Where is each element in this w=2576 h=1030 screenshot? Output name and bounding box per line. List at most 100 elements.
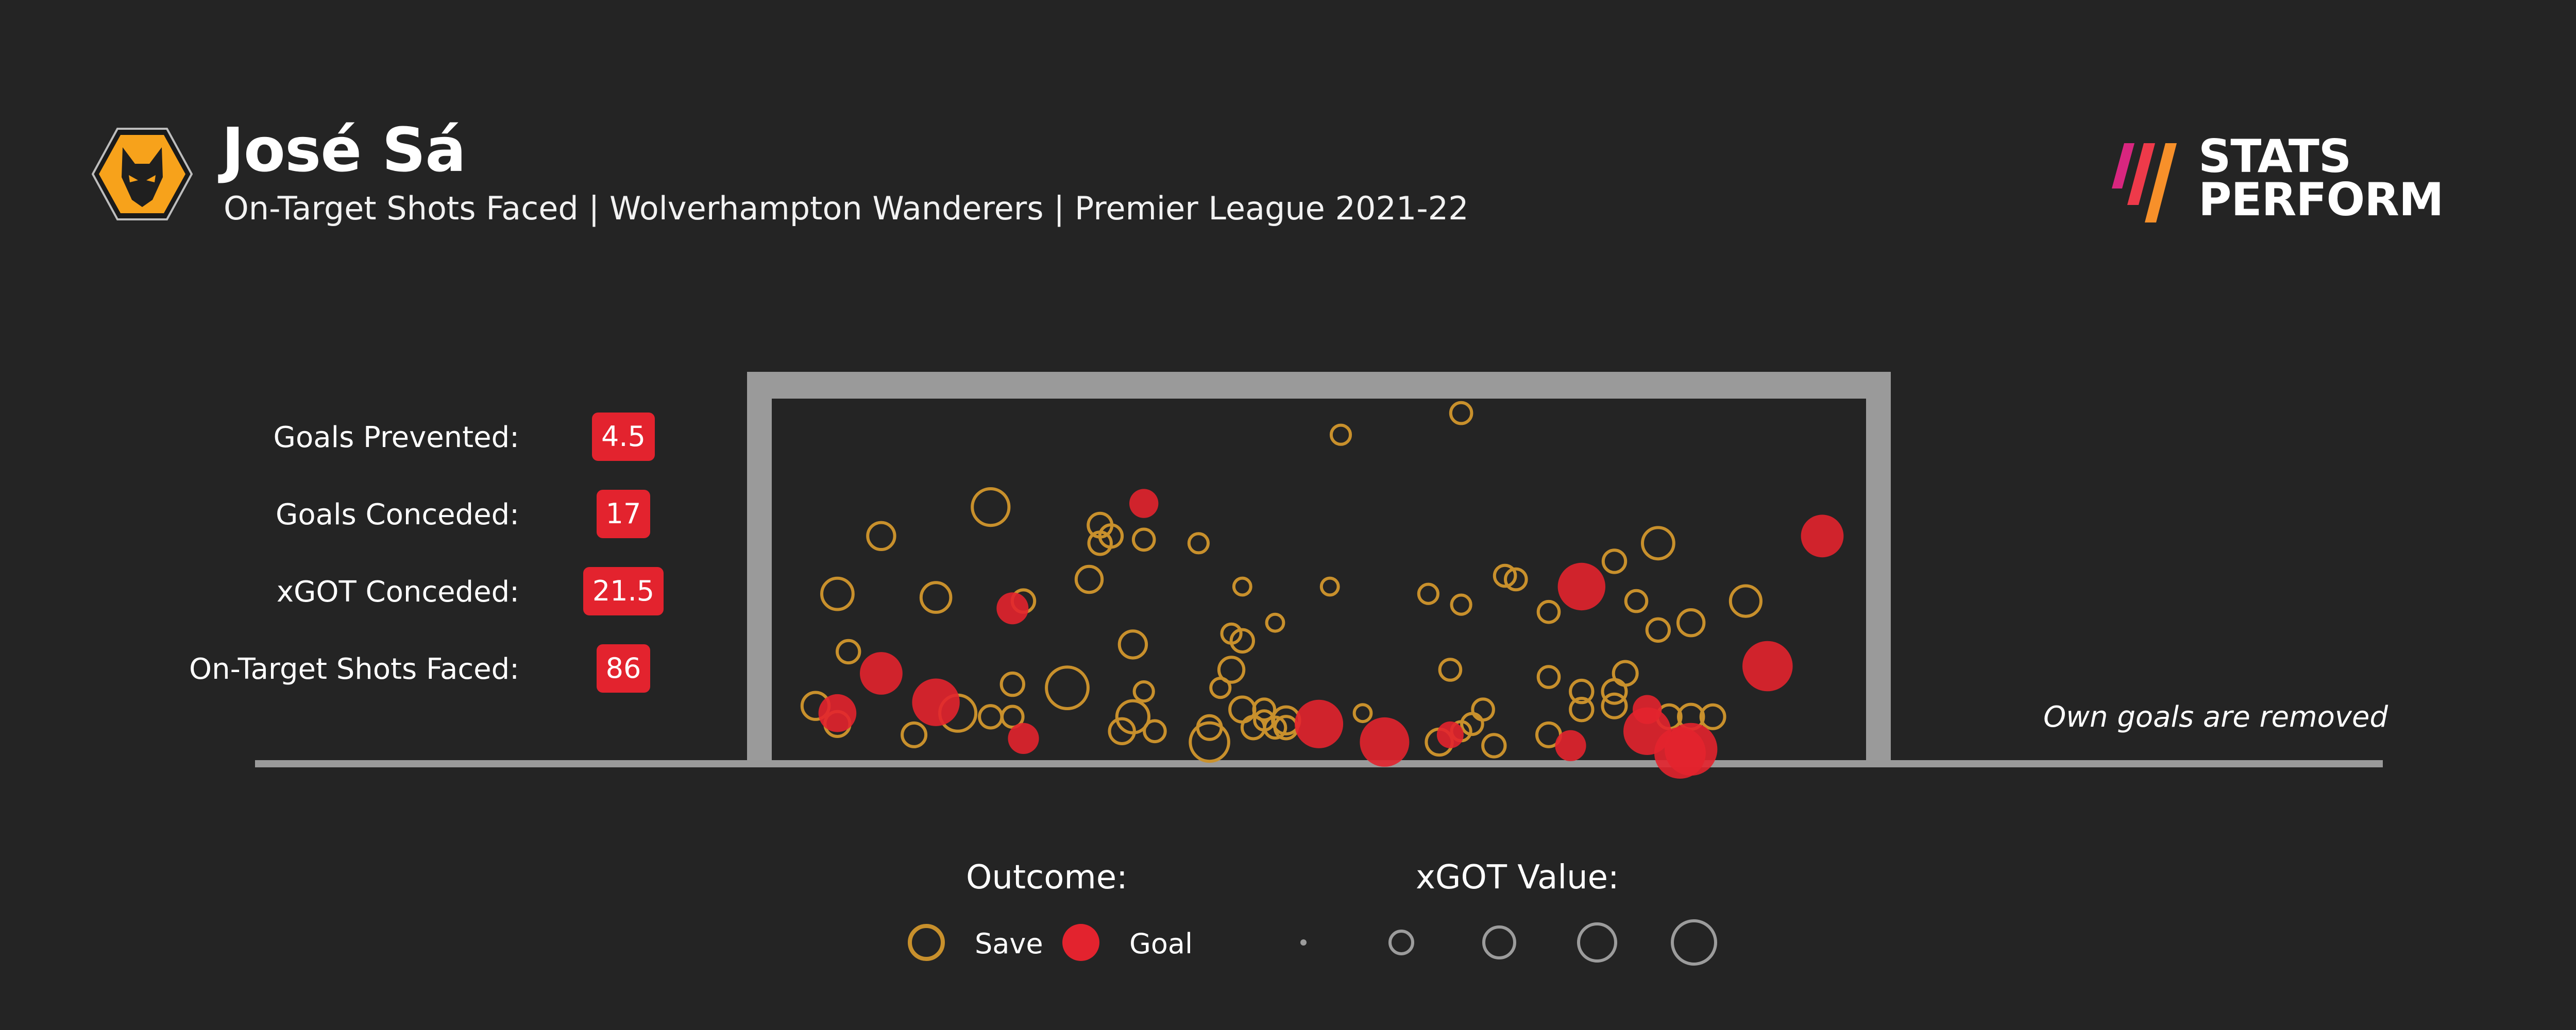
goal-shot-marker (1436, 721, 1464, 748)
save-shot-marker (1504, 567, 1528, 592)
legend-save-marker (908, 924, 945, 961)
save-shot-marker (1352, 703, 1373, 724)
brand-line-1: STATS (2198, 130, 2351, 183)
legend-size-marker (1671, 919, 1717, 966)
goal-shot-marker (912, 678, 960, 726)
legend-outcome-title: Outcome: (966, 859, 1128, 897)
save-shot-marker (919, 581, 953, 614)
stat-on-target-shots: On-Target Shots Faced: 86 (0, 643, 680, 699)
goal-shot-marker (1557, 562, 1605, 611)
legend-goal-label: Goal (1129, 928, 1193, 960)
stat-label: xGOT Conceded: (276, 575, 519, 609)
legend-size-marker (1300, 939, 1307, 946)
save-shot-marker (1612, 660, 1639, 687)
legend-goal-marker (1062, 924, 1099, 961)
save-shot-marker (1098, 523, 1124, 549)
save-shot-marker (1115, 699, 1150, 734)
stat-label: On-Target Shots Faced: (189, 653, 519, 686)
save-shot-marker (1438, 658, 1463, 682)
stat-goals-prevented: Goals Prevented: 4.5 (0, 411, 680, 468)
stat-value-badge: 86 (596, 644, 651, 693)
goal-shot-marker (818, 694, 857, 732)
goal-shot-marker (1008, 723, 1039, 754)
ground-line (255, 760, 2383, 767)
save-shot-marker (1645, 617, 1671, 643)
legend-save-label: Save (975, 928, 1043, 960)
legend-xgot-title: xGOT Value: (1416, 859, 1619, 897)
save-shot-marker (1641, 526, 1675, 561)
save-shot-marker (1536, 665, 1561, 689)
save-shot-marker (836, 639, 861, 665)
save-shot-marker (1601, 548, 1628, 574)
save-shot-marker (820, 576, 855, 611)
save-shot-marker (1132, 680, 1155, 703)
save-shot-marker (1074, 564, 1104, 594)
save-shot-marker (1117, 629, 1148, 660)
goal-shot-marker (996, 592, 1029, 625)
save-shot-marker (1265, 612, 1285, 633)
goal-shot-marker (1742, 641, 1793, 692)
goal-shot-marker (1360, 717, 1410, 767)
stat-value-badge: 17 (596, 490, 651, 538)
save-shot-marker (1143, 719, 1167, 744)
save-shot-marker (1481, 733, 1507, 759)
legend-markers (908, 919, 1717, 966)
wolves-crest-icon (92, 128, 193, 220)
legend-size-marker (1482, 925, 1516, 959)
page-subtitle: On-Target Shots Faced | Wolverhampton Wa… (224, 190, 1469, 227)
save-shot-marker (1329, 423, 1352, 446)
save-shot-marker (1232, 576, 1252, 597)
save-shot-marker (1699, 703, 1726, 730)
save-shot-marker (971, 487, 1011, 527)
save-shot-marker (1624, 589, 1649, 613)
goal-shot-marker (1555, 730, 1586, 761)
save-shot-marker (978, 704, 1004, 730)
stat-xgot-conceded: xGOT Conceded: 21.5 (0, 565, 680, 622)
save-shot-marker (1569, 697, 1595, 723)
save-shot-marker (1471, 697, 1495, 722)
save-shot-marker (1252, 697, 1277, 722)
save-shot-marker (1417, 582, 1439, 605)
stats-perform-logo: STATS PERFORM (2110, 134, 2444, 228)
stat-value-badge: 21.5 (583, 567, 664, 615)
save-shot-marker (1569, 678, 1595, 705)
save-shot-marker (1450, 593, 1472, 616)
stats-perform-logo-icon (2112, 143, 2177, 222)
save-shot-marker (1493, 563, 1517, 588)
right-post (1866, 372, 1891, 762)
save-shot-marker (866, 521, 896, 552)
save-shot-marker (1601, 692, 1628, 719)
page-title: José Sá (222, 114, 466, 185)
stat-label: Goals Prevented: (273, 421, 519, 454)
crossbar (747, 372, 1891, 399)
stat-value-badge: 4.5 (592, 413, 655, 461)
goal-shot-marker (1129, 489, 1159, 518)
save-shot-marker (1263, 715, 1287, 740)
save-shot-marker (999, 671, 1026, 697)
save-shot-marker (1728, 584, 1762, 618)
goal-shot-marker (1801, 514, 1844, 558)
save-shot-marker (1196, 714, 1223, 741)
save-shot-marker (1189, 721, 1230, 763)
save-shot-marker (1001, 705, 1025, 729)
save-shot-marker (1536, 599, 1561, 624)
shot-markers (800, 401, 1844, 779)
save-shot-marker (1187, 532, 1210, 555)
save-shot-marker (1217, 656, 1246, 684)
save-shot-marker (1228, 695, 1257, 724)
stat-label: Goals Conceded: (275, 498, 519, 531)
own-goals-note: Own goals are removed (2043, 700, 2388, 734)
goal-shot-marker (1665, 723, 1718, 776)
save-shot-marker (1045, 665, 1090, 710)
left-post (747, 372, 772, 762)
legend-size-marker (1388, 930, 1414, 955)
stats-perform-wordmark: STATS PERFORM (2198, 130, 2444, 226)
save-shot-marker (1229, 628, 1256, 654)
brand-line-2: PERFORM (2198, 173, 2444, 226)
goal-shot-marker (860, 652, 903, 695)
save-shot-marker (1131, 527, 1156, 552)
save-shot-marker (1449, 401, 1473, 425)
save-shot-marker (901, 721, 928, 748)
